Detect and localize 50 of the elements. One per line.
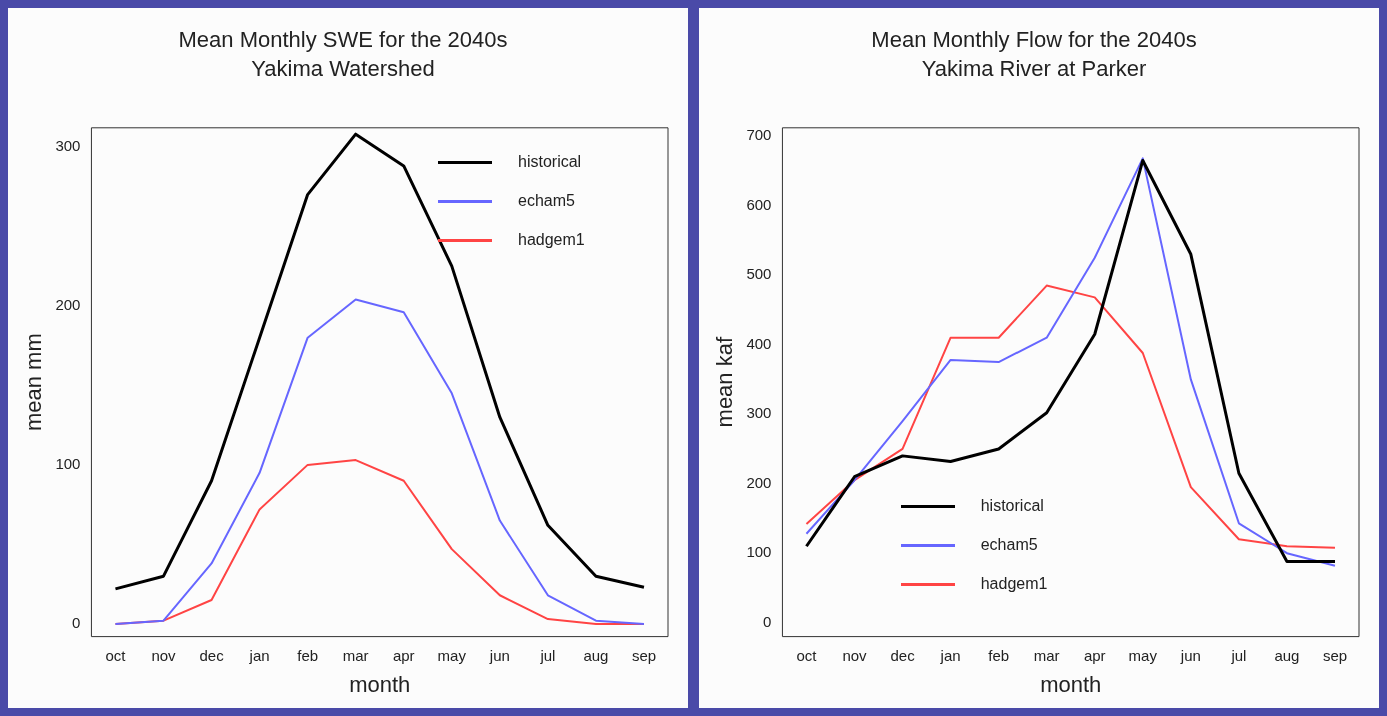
- legend-label: echam5: [980, 536, 1038, 555]
- y-tick-label: 200: [55, 296, 81, 314]
- y-tick-label: 100: [55, 455, 81, 473]
- x-tick-label: feb: [988, 646, 1010, 664]
- x-tick-label: sep: [631, 646, 657, 664]
- y-axis-title: mean kaf: [712, 336, 738, 428]
- x-tick-label: may: [1128, 646, 1158, 664]
- x-tick-label: sep: [1322, 646, 1348, 664]
- x-tick-label: feb: [297, 646, 319, 664]
- x-tick-label: apr: [392, 646, 415, 664]
- y-tick-label: 200: [746, 473, 772, 491]
- legend-label: hadgem1: [518, 231, 585, 250]
- x-tick-label: mar: [1033, 646, 1060, 664]
- y-tick-label: 600: [746, 195, 772, 213]
- x-tick-label: jun: [488, 646, 510, 664]
- chart-subtitle: Yakima Watershed: [251, 55, 435, 81]
- x-tick-label: oct: [105, 646, 127, 664]
- y-tick-label: 700: [746, 126, 772, 144]
- x-tick-label: oct: [796, 646, 818, 664]
- legend-label: echam5: [518, 192, 575, 211]
- legend-label: hadgem1: [980, 575, 1048, 594]
- x-tick-label: mar: [342, 646, 369, 664]
- x-tick-label: jan: [248, 646, 270, 664]
- x-axis-title: month: [1040, 671, 1102, 697]
- x-tick-label: jan: [939, 646, 961, 664]
- y-tick-label: 0: [763, 612, 772, 630]
- y-tick-label: 400: [746, 334, 772, 352]
- x-tick-label: dec: [890, 646, 916, 664]
- x-tick-label: jul: [1230, 646, 1247, 664]
- x-tick-label: jul: [539, 646, 556, 664]
- x-tick-label: dec: [199, 646, 225, 664]
- chart-title: Mean Monthly SWE for the 2040s: [178, 27, 508, 53]
- chart-subtitle: Yakima River at Parker: [921, 55, 1147, 81]
- x-tick-label: aug: [1274, 646, 1300, 664]
- x-tick-label: jun: [1179, 646, 1201, 664]
- y-tick-label: 300: [746, 404, 772, 422]
- x-axis-title: month: [349, 671, 411, 697]
- x-tick-label: nov: [151, 646, 177, 664]
- legend-label: historical: [980, 497, 1044, 516]
- chart-title: Mean Monthly Flow for the 2040s: [871, 27, 1197, 53]
- y-tick-label: 500: [746, 265, 772, 283]
- x-tick-label: may: [437, 646, 467, 664]
- y-tick-label: 300: [55, 137, 81, 155]
- x-tick-label: apr: [1083, 646, 1106, 664]
- legend-label: historical: [518, 153, 582, 172]
- x-tick-label: nov: [842, 646, 868, 664]
- y-axis-title: mean mm: [21, 333, 47, 432]
- x-tick-label: aug: [583, 646, 609, 664]
- y-tick-label: 0: [72, 614, 81, 632]
- y-tick-label: 100: [746, 543, 772, 561]
